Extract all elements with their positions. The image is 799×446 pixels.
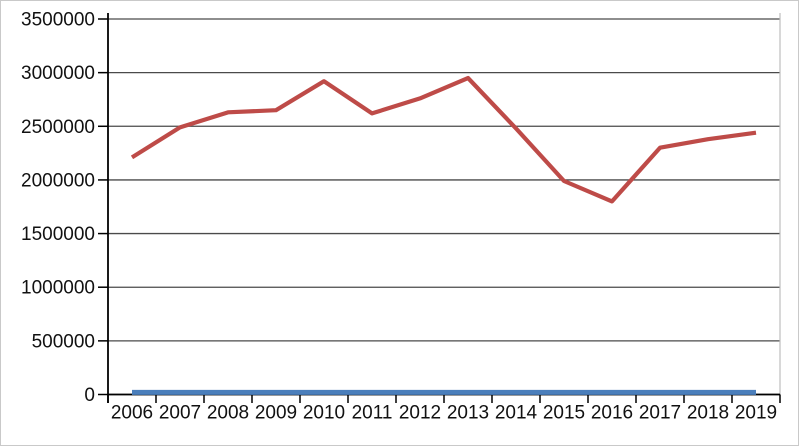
- y-axis-tick-label: 3500000: [21, 10, 95, 31]
- x-axis-tick-label: 2011: [352, 403, 393, 424]
- x-axis-tick-label: 2006: [111, 403, 153, 424]
- y-axis-tick-label: 2500000: [21, 117, 95, 138]
- x-axis-tick-label: 2008: [207, 403, 249, 424]
- x-axis-tick-label: 2012: [399, 403, 441, 424]
- x-axis-tick-label: 2009: [255, 403, 297, 424]
- y-axis-tick-label: 1000000: [21, 278, 95, 299]
- y-axis-tick-label: 0: [84, 385, 95, 406]
- x-axis-tick-label: 2019: [735, 403, 777, 424]
- x-axis-tick-label: 2007: [159, 403, 201, 424]
- x-axis-tick-label: 2016: [591, 403, 633, 424]
- red-series-line: [130, 75, 757, 204]
- x-axis-tick-label: 2014: [495, 403, 538, 424]
- x-axis-tick-label: 2013: [447, 403, 489, 424]
- x-axis-tick-label: 2015: [543, 403, 585, 424]
- x-axis-tick-label: 2017: [639, 403, 681, 424]
- x-axis-tick-label: 2010: [303, 403, 345, 424]
- y-axis-tick-label: 500000: [32, 331, 95, 352]
- x-axis-tick-label: 2018: [687, 403, 729, 424]
- y-axis-tick-label: 2000000: [21, 170, 95, 191]
- y-axis-tick-label: 1500000: [21, 224, 95, 245]
- y-axis-tick-label: 3000000: [21, 63, 95, 84]
